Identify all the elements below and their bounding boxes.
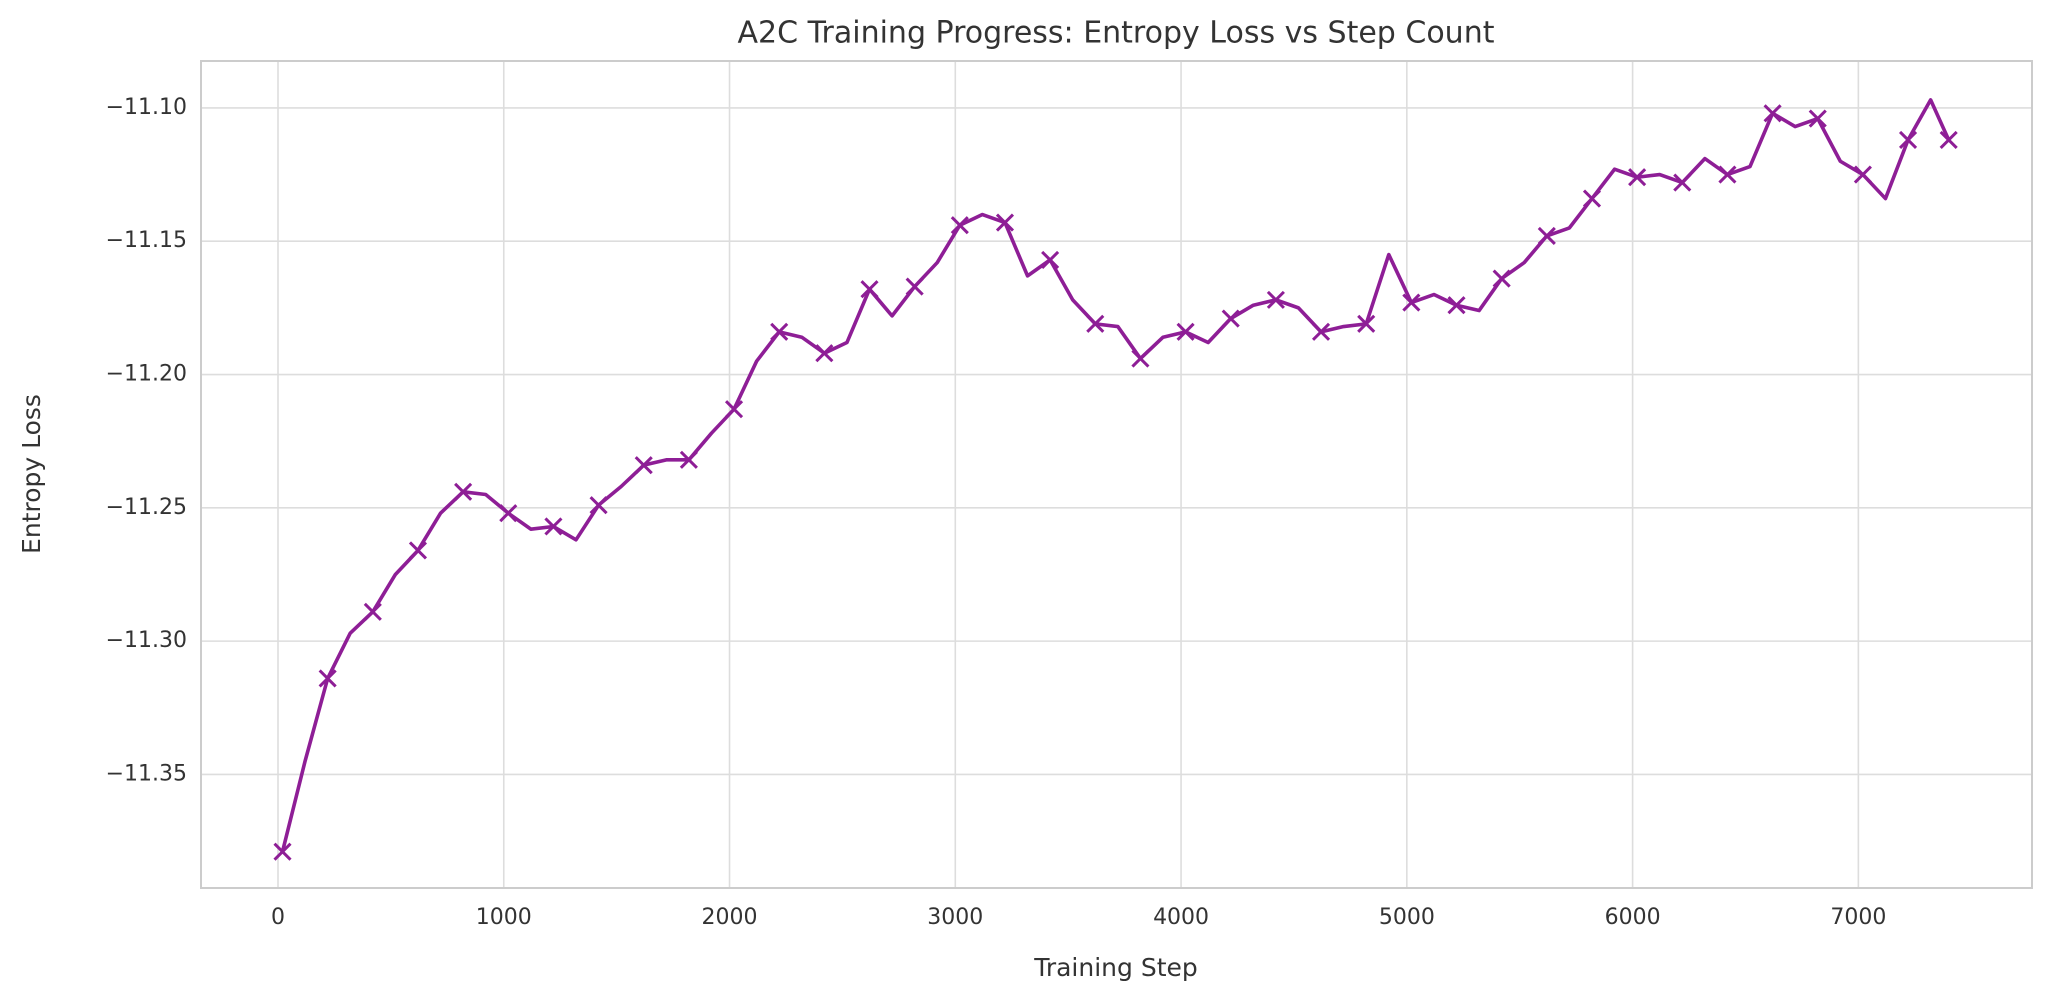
x-tick-label: 2000 (702, 905, 758, 930)
data-marker (1673, 173, 1692, 192)
y-axis-label: Entropy Loss (17, 394, 46, 554)
data-marker (1808, 109, 1827, 128)
x-tick-label: 7000 (1830, 905, 1886, 930)
y-tick-label: −11.30 (106, 628, 187, 653)
data-marker (1582, 189, 1602, 208)
data-marker (454, 482, 473, 501)
data-marker (1492, 269, 1511, 288)
data-marker (1939, 130, 1958, 149)
chart-title: A2C Training Progress: Entropy Loss vs S… (738, 16, 1495, 51)
y-tick-label: −11.20 (106, 362, 187, 387)
x-tick-label: 1000 (476, 905, 532, 930)
data-line (280, 98, 1951, 853)
x-tick-label: 6000 (1605, 905, 1661, 930)
data-marker (1447, 296, 1466, 315)
y-tick-label: −11.15 (106, 228, 187, 253)
x-tick-label: 5000 (1379, 905, 1435, 930)
data-marker (770, 322, 789, 341)
data-marker (1763, 104, 1782, 123)
data-marker (499, 504, 518, 523)
data-marker (408, 541, 428, 560)
x-tick-label: 4000 (1153, 905, 1209, 930)
data-marker (634, 456, 653, 475)
data-marker (1086, 314, 1105, 333)
plot-frame (200, 60, 2033, 889)
x-tick-label: 0 (271, 905, 285, 930)
data-marker (273, 842, 292, 861)
x-axis-label: Training Step (1033, 953, 1198, 982)
data-marker (1311, 322, 1331, 341)
data-marker (1221, 309, 1240, 328)
data-marker (1628, 168, 1647, 187)
data-marker (905, 277, 924, 296)
y-tick-label: −11.25 (106, 495, 187, 520)
y-tick-label: −11.35 (106, 761, 187, 786)
data-marker (995, 213, 1015, 232)
data-marker (679, 450, 698, 469)
data-marker (950, 216, 969, 235)
data-marker (589, 496, 608, 515)
data-marker (1853, 165, 1872, 184)
data-marker (1718, 165, 1737, 184)
data-marker (1266, 290, 1285, 309)
data-marker (363, 602, 382, 621)
data-marker (1898, 130, 1918, 149)
data-marker (1131, 349, 1150, 368)
x-tick-label: 3000 (927, 905, 983, 930)
data-marker (318, 669, 337, 688)
data-marker (724, 400, 744, 419)
data-marker (1041, 250, 1060, 269)
data-marker (1176, 322, 1195, 341)
data-marker (860, 280, 879, 299)
data-marker (1357, 314, 1376, 333)
y-tick-label: −11.10 (106, 95, 187, 120)
data-marker (815, 344, 834, 363)
data-marker (544, 517, 563, 536)
data-marker (1537, 226, 1556, 245)
data-marker (1402, 293, 1421, 312)
